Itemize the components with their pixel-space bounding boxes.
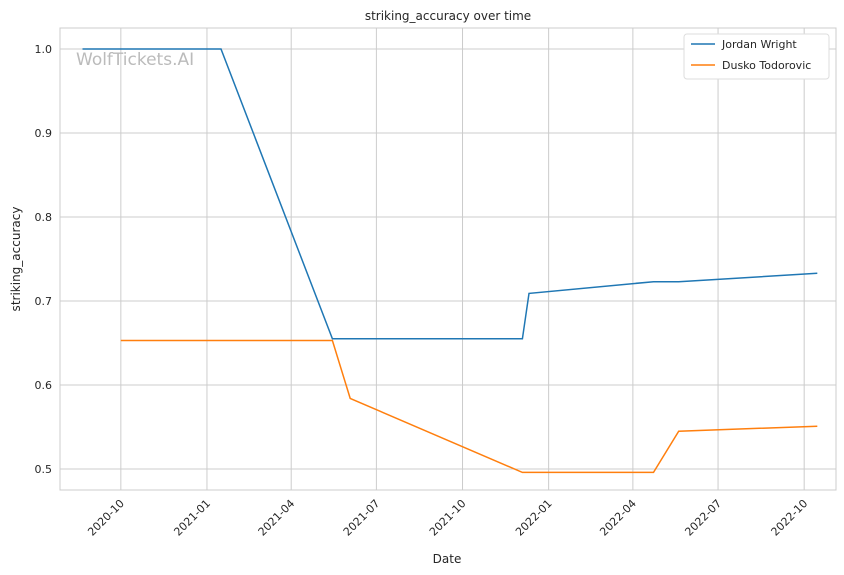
legend-label-jordan-wright: Jordan Wright	[721, 38, 797, 51]
plot-frame	[59, 27, 837, 491]
x-tick-label: 2021-01	[171, 497, 213, 539]
y-ticks: 0.5 0.6 0.7 0.8 0.9 1.0	[35, 43, 53, 476]
legend-box	[683, 33, 830, 80]
x-tick-label: 2022-04	[597, 497, 639, 539]
x-axis-label: Date	[433, 552, 462, 566]
x-tick-label: 2021-10	[427, 497, 469, 539]
grid	[60, 28, 836, 490]
watermark: WolfTickets.AI	[76, 50, 194, 70]
x-tick-label: 2022-01	[513, 497, 555, 539]
series-line-jordan-wright	[82, 48, 818, 340]
y-tick-label: 0.8	[35, 211, 53, 224]
series-line-dusko-todorovic	[120, 339, 818, 474]
x-tick-label: 2021-04	[256, 497, 298, 539]
y-tick-label: 1.0	[35, 43, 53, 56]
y-tick-label: 0.5	[35, 463, 53, 476]
x-tick-label: 2021-07	[341, 497, 383, 539]
x-tick-label: 2022-10	[769, 497, 811, 539]
x-tick-label: 2020-10	[85, 497, 127, 539]
x-ticks: 2020-10 2021-01 2021-04 2021-07 2021-10 2022-…	[85, 497, 810, 539]
chart-title: striking_accuracy over time	[365, 9, 531, 23]
legend: Jordan Wright Dusko Todorovic	[683, 33, 830, 80]
y-axis-label: striking_accuracy	[9, 207, 23, 312]
y-tick-label: 0.6	[35, 379, 53, 392]
y-tick-label: 0.7	[35, 295, 53, 308]
y-tick-label: 0.9	[35, 127, 53, 140]
legend-label-dusko-todorovic: Dusko Todorovic	[722, 59, 811, 72]
x-tick-label: 2022-07	[682, 497, 724, 539]
series-lines	[82, 48, 818, 474]
